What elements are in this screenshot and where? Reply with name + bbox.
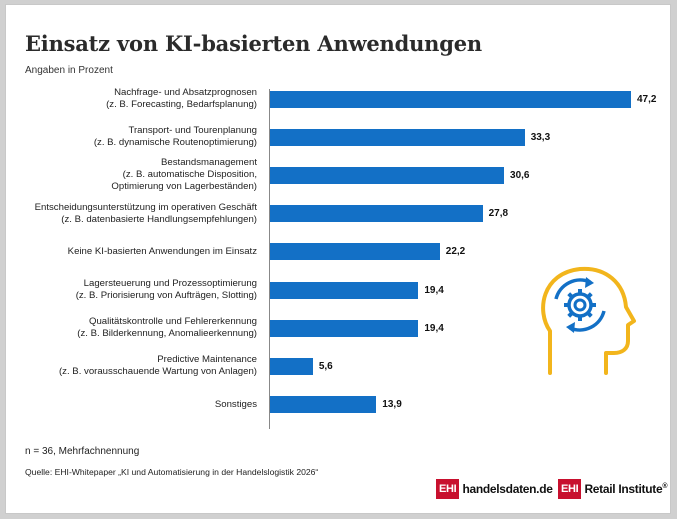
category-label-4: Entscheidungsunterstützung im operativen…	[6, 202, 257, 226]
category-label-7: Qualitätskontrolle und Fehlererkennung (z…	[6, 316, 257, 340]
bar-4	[270, 205, 483, 223]
value-label-2: 33,3	[530, 131, 551, 143]
category-label-line: Predictive Maintenance	[157, 354, 257, 366]
category-label-line: Nachfrage- und Absatzprognosen	[114, 87, 257, 98]
sample-note: n = 36, Mehrfachnennung	[25, 446, 140, 457]
logo-handelsdaten-text: handelsdaten.de	[462, 482, 553, 496]
category-label-line: (z. B. Forecasting, Bedarfsplanung)	[106, 99, 257, 110]
category-label-5: Keine KI-basierten Anwendungen im Einsat…	[6, 246, 257, 258]
chart-frame: Einsatz von KI-basierten Anwendungen Ang…	[5, 4, 671, 514]
category-label-line: Transport- und Tourenplanung	[128, 125, 257, 137]
source-note: Quelle: EHI-Whitepaper „KI und Automatis…	[25, 467, 319, 477]
chart-title: Einsatz von KI-basierten Anwendungen	[25, 31, 482, 56]
category-label-8: Predictive Maintenance (z. B. vorausschau…	[6, 354, 257, 378]
category-label-9: Sonstiges	[6, 399, 257, 411]
logo-retail-institute-text: Retail Institute®	[584, 482, 668, 496]
logo-ehi-box: EHI	[436, 479, 460, 499]
bar-2	[270, 128, 525, 146]
category-label-line: (z. B. dynamische Routenoptimierung)	[93, 137, 257, 149]
category-label-1: Nachfrage- und Absatzprognosen (z. B. For…	[6, 87, 257, 111]
value-label-9: 13,9	[382, 399, 402, 411]
category-label-6: Lagersteuerung und Prozessoptimierung (z.…	[6, 278, 257, 302]
bar-5	[270, 243, 440, 261]
value-label-6: 19,4	[424, 284, 444, 296]
logo-handelsdaten: EHI handelsdaten.de	[436, 479, 553, 499]
category-label-line: Sonstiges	[214, 398, 257, 410]
bar-3	[270, 166, 505, 184]
bar-8	[270, 357, 313, 375]
chart-subtitle: Angaben in Prozent	[25, 65, 113, 76]
value-label-3: 30,6	[510, 169, 530, 181]
category-label-line: Lagersteuerung und Prozessoptimierung	[83, 278, 257, 289]
category-label-line: Keine KI-basierten Anwendungen im Einsat…	[67, 245, 257, 257]
value-label-8: 5,6	[318, 360, 333, 372]
category-label-line: (z. B. vorausschauende Wartung von Anlag…	[58, 366, 257, 378]
bar-1	[270, 90, 631, 108]
category-label-line: Bestandsmanagement	[161, 157, 257, 169]
category-label-line: (z. B. Priorisierung von Aufträgen, Slot…	[75, 290, 257, 301]
logo-ehi-box-2: EHI	[558, 479, 582, 499]
value-label-5: 22,2	[445, 246, 466, 258]
category-label-line: (z. B. Bilderkennung, Anomalieerkennung)	[77, 328, 257, 340]
category-label-line: Qualitätskontrolle und Fehlererkennung	[89, 316, 257, 328]
value-label-7: 19,4	[424, 322, 444, 334]
category-label-3: Bestandsmanagement (z. B. automatische Di…	[6, 157, 257, 193]
category-label-line: (z. B. datenbasierte Handlungsempfehlung…	[61, 213, 257, 225]
logo-retail-institute: EHI Retail Institute®	[558, 479, 667, 499]
category-axis-line	[269, 89, 270, 429]
category-label-line: Optimierung von Lagerbeständen)	[111, 181, 257, 193]
ai-head-gear-icon	[541, 266, 636, 375]
bar-7	[270, 319, 419, 337]
value-label-4: 27,8	[488, 208, 509, 220]
bar-6	[270, 281, 419, 299]
category-label-line: (z. B. automatische Disposition,	[122, 169, 257, 181]
category-label-2: Transport- und Tourenplanung (z. B. dynam…	[6, 125, 257, 149]
category-label-line: Entscheidungsunterstützung im operativen…	[34, 201, 257, 213]
bar-9	[270, 396, 377, 414]
value-label-1: 47,2	[637, 93, 657, 105]
